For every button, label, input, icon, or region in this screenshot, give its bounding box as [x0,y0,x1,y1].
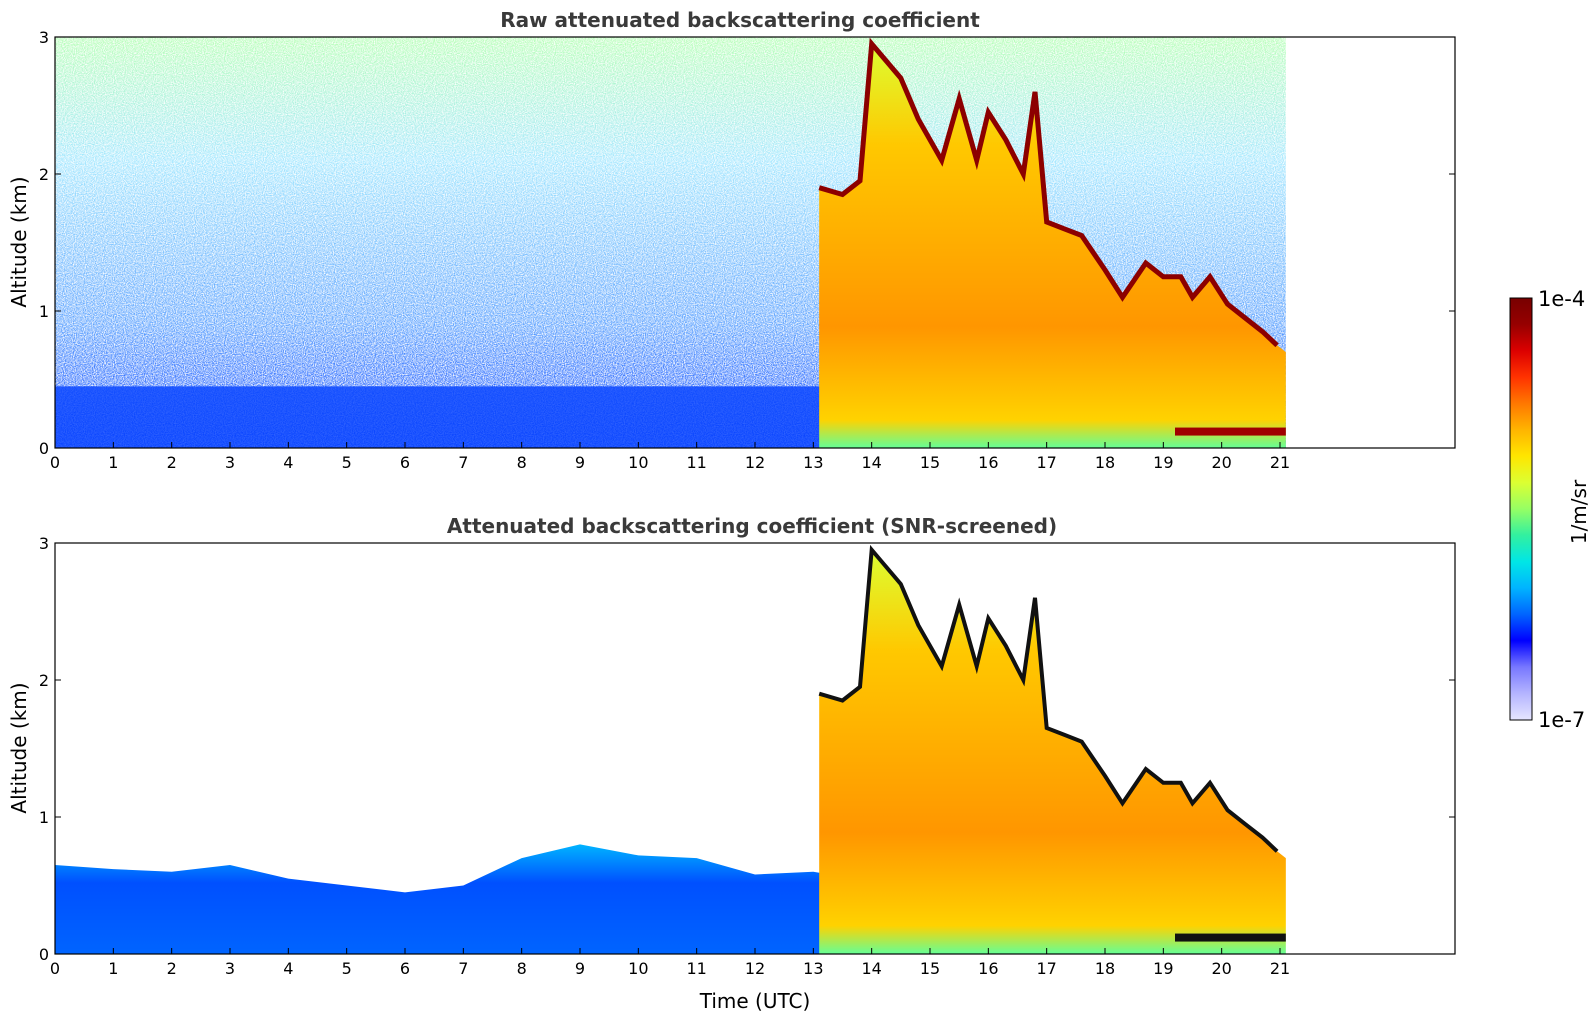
x-tick-label: 12 [745,453,765,472]
x-tick-label: 6 [400,453,410,472]
screened-y-axis: 0 1 2 3 [39,534,1455,964]
cloud-top-line [818,544,1279,853]
y-tick-label: 2 [39,165,49,184]
x-tick-label: 14 [861,453,881,472]
x-tick-label: 18 [1095,453,1115,472]
surface-layer-line [1175,933,1286,942]
x-tick-label: 3 [225,453,235,472]
x-tick-label: 10 [628,453,648,472]
screened-panel-title: Attenuated backscattering coefficient (S… [447,514,1057,538]
x-tick-label: 3 [225,959,235,978]
x-tick-label: 17 [1036,959,1056,978]
x-tick-label: 13 [803,959,823,978]
surface-layer-line [1175,427,1286,436]
x-tick-label: 6 [400,959,410,978]
x-tick-label: 11 [686,959,706,978]
screened-backscatter-panel: Attenuated backscattering coefficient (S… [7,514,1456,1013]
boundary-layer [55,844,855,954]
raw-heatmap-area [55,37,1286,449]
y-tick-label: 2 [39,671,49,690]
near-surface-layer [55,386,849,448]
raw-x-axis: 0 1 2 3 4 5 6 7 8 9 10 11 12 13 14 15 16 17 18 19 20 21 [50,442,1290,472]
x-tick-label: 15 [920,959,940,978]
y-tick-label: 1 [39,808,49,827]
x-tick-label: 18 [1095,959,1115,978]
x-tick-label: 15 [920,453,940,472]
colorbar: 1e-4 1e-7 1/m/sr [1509,287,1591,732]
x-tick-label: 5 [342,959,352,978]
y-tick-label: 3 [39,534,49,553]
x-tick-label: 19 [1153,453,1173,472]
x-tick-label: 13 [803,453,823,472]
x-tick-label: 4 [283,959,293,978]
x-tick-label: 9 [575,959,585,978]
x-tick-label: 20 [1211,453,1231,472]
x-tick-label: 11 [686,453,706,472]
colorbar-unit-label: 1/m/sr [1567,479,1591,544]
cloud-top-line [818,37,1279,348]
screened-heatmap-area [55,544,1286,954]
x-tick-label: 21 [1270,453,1290,472]
x-tick-label: 2 [167,959,177,978]
x-tick-label: 21 [1270,959,1290,978]
x-tick-label: 16 [978,453,998,472]
raw-y-axis-label: Altitude (km) [7,176,31,307]
y-tick-label: 0 [39,945,49,964]
raw-backscatter-panel: Raw attenuated backscattering coefficien… [7,8,1456,472]
x-tick-label: 4 [283,453,293,472]
x-tick-label: 2 [167,453,177,472]
x-tick-label: 17 [1036,453,1056,472]
cloud-region [819,549,1286,954]
cloud-region [819,43,1286,449]
x-tick-label: 7 [458,453,468,472]
x-tick-label: 1 [108,959,118,978]
raw-y-axis: 0 1 2 3 [39,28,1455,458]
x-tick-label: 0 [50,959,60,978]
x-tick-label: 16 [978,959,998,978]
y-tick-label: 3 [39,28,49,47]
x-tick-label: 9 [575,453,585,472]
colorbar-bar [1509,297,1533,721]
x-tick-label: 14 [861,959,881,978]
x-tick-label: 1 [108,453,118,472]
x-tick-label: 12 [745,959,765,978]
raw-panel-title: Raw attenuated backscattering coefficien… [500,8,980,32]
screened-x-axis: 0 1 2 3 4 5 6 7 8 9 10 11 12 13 14 15 16 17 18 19 20 21 [50,948,1290,978]
x-tick-label: 8 [517,453,527,472]
x-tick-label: 8 [517,959,527,978]
x-tick-label: 5 [342,453,352,472]
y-tick-label: 1 [39,302,49,321]
x-tick-label: 19 [1153,959,1173,978]
x-tick-label: 20 [1211,959,1231,978]
colorbar-min-label: 1e-7 [1538,708,1585,732]
y-tick-label: 0 [39,439,49,458]
x-axis-label: Time (UTC) [699,989,811,1013]
screened-y-axis-label: Altitude (km) [7,682,31,813]
colorbar-max-label: 1e-4 [1538,287,1585,311]
x-tick-label: 0 [50,453,60,472]
x-tick-label: 10 [628,959,648,978]
x-tick-label: 7 [458,959,468,978]
